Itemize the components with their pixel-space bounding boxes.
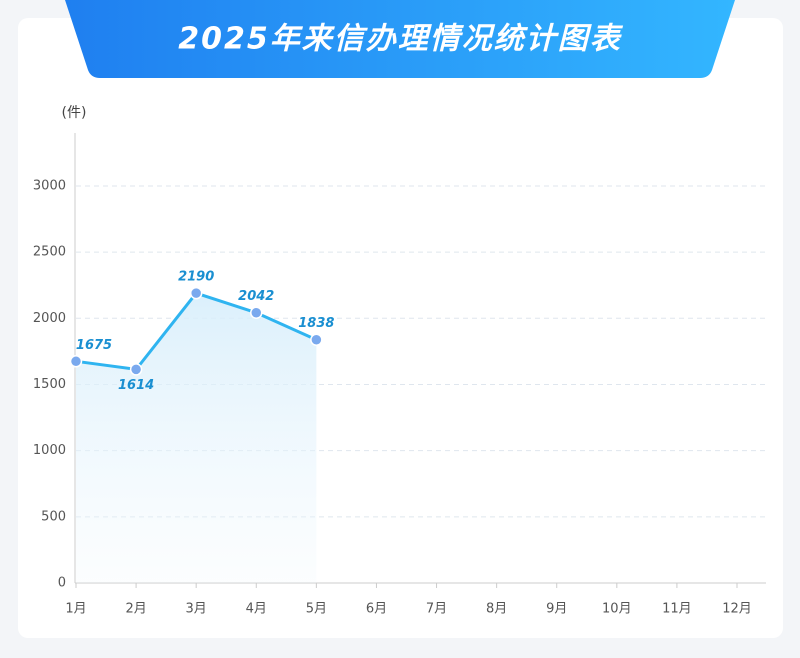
point [250, 306, 263, 319]
x-tick-label: 1月 [65, 602, 86, 617]
y-tick-label: 3000 [33, 178, 66, 193]
point [310, 333, 323, 346]
area [76, 293, 317, 583]
value-label: 1838 [298, 316, 334, 331]
value-label: 2190 [178, 270, 214, 285]
x-tick-label: 11月 [662, 602, 692, 617]
y-tick-label: 2500 [33, 245, 66, 260]
y-tick-label: 1500 [33, 377, 66, 392]
x-tick-label: 10月 [602, 602, 632, 617]
y-tick-label: 1000 [33, 443, 66, 458]
x-tick-label: 5月 [306, 602, 327, 617]
point [189, 286, 203, 300]
value-label: 2042 [238, 289, 274, 304]
y-tick-label: 500 [41, 509, 66, 524]
x-tick-label: 3月 [186, 602, 207, 617]
value-label: 1614 [118, 378, 154, 393]
point [69, 355, 83, 368]
x-tick-label: 9月 [546, 602, 567, 617]
x-tick-label: 2月 [125, 602, 146, 617]
x-tick-label: 7月 [426, 602, 447, 617]
x-tick-label: 8月 [486, 602, 507, 617]
value-label: 1675 [76, 338, 112, 353]
x-tick-label: 12月 [722, 602, 752, 617]
y-tick-label: 2000 [33, 311, 66, 326]
x-tick-label: 6月 [366, 602, 387, 617]
x-tick-label: 4月 [246, 602, 267, 617]
title-banner [65, 0, 735, 78]
chart-title: 2025年来信办理情况统计图表 [178, 22, 623, 57]
y-tick-label: 0 [58, 576, 66, 591]
y-unit: (件) [62, 105, 87, 121]
point [129, 363, 143, 376]
